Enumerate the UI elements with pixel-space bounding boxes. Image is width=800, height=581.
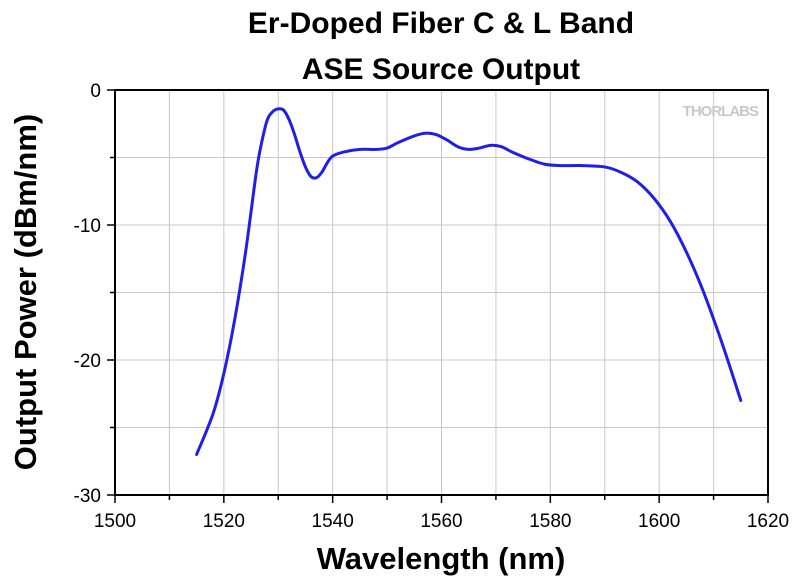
series-layer <box>195 107 743 456</box>
x-axis-label: Wavelength (nm) <box>317 541 566 576</box>
tick-labels: 1500 1520 1540 1560 1580 1600 1620 0 -10 -20 -30 <box>74 81 790 532</box>
x-tick-label: 1520 <box>203 511 245 532</box>
y-tick-label: 0 <box>90 81 101 102</box>
x-tick-label: 1560 <box>420 511 462 532</box>
x-tick-label: 1500 <box>94 511 136 532</box>
grid <box>115 90 768 495</box>
x-tick-label: 1600 <box>638 511 680 532</box>
watermark: THORLABS <box>683 103 759 120</box>
chart-title-line-1: Er-Doped Fiber C & L Band <box>248 7 634 40</box>
chart-title-line-2: ASE Source Output <box>302 53 580 86</box>
x-tick-label: 1580 <box>529 511 571 532</box>
series-line-0 <box>195 107 743 456</box>
y-tick-label: -20 <box>74 351 101 372</box>
y-axis-label: Output Power (dBm/nm) <box>8 114 43 470</box>
x-tick-label: 1540 <box>312 511 354 532</box>
x-tick-label: 1620 <box>747 511 789 532</box>
y-tick-label: -30 <box>74 486 101 507</box>
y-tick-label: -10 <box>74 216 101 237</box>
axis-ticks <box>107 89 769 503</box>
